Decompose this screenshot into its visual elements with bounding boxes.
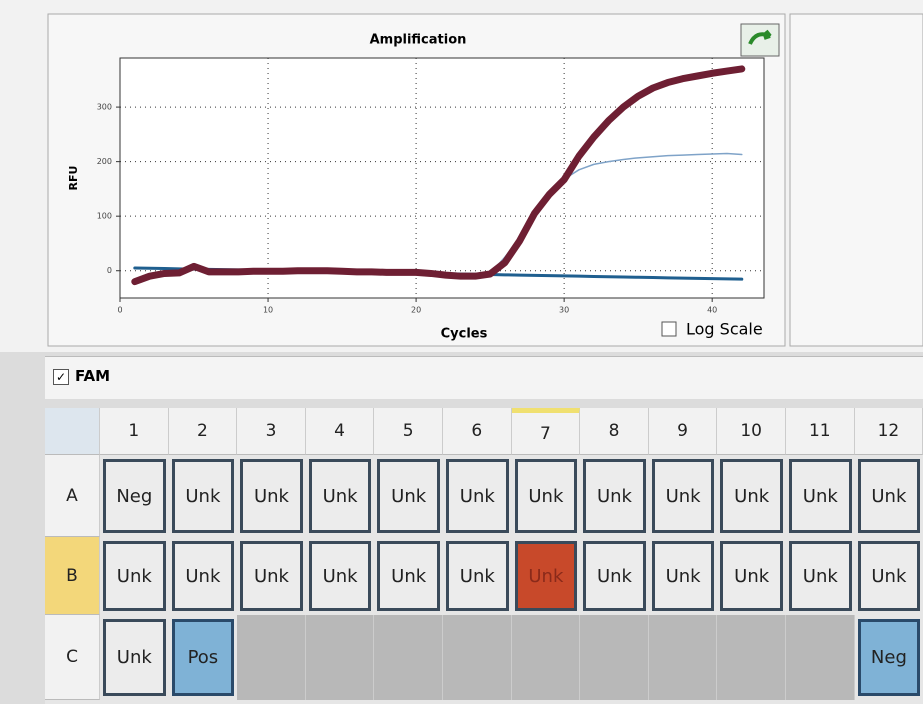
empty-well	[649, 615, 718, 700]
row-header[interactable]: A	[45, 455, 100, 537]
side-panel	[790, 14, 923, 346]
well[interactable]: Unk	[446, 541, 509, 611]
empty-well	[443, 615, 512, 700]
column-header[interactable]: 6	[443, 408, 512, 455]
well[interactable]: Unk	[377, 459, 440, 533]
screen: Amplification Cycles RFU Log Scale 01020…	[0, 0, 923, 704]
well[interactable]: Unk	[858, 459, 921, 533]
column-header[interactable]: 11	[786, 408, 855, 455]
well[interactable]: Unk	[789, 541, 852, 611]
column-header[interactable]: 12	[855, 408, 923, 455]
x-tick-label: 20	[411, 306, 421, 315]
empty-well	[580, 615, 649, 700]
x-tick-label: 10	[263, 306, 273, 315]
fam-checkbox[interactable]: ✓	[53, 369, 69, 385]
x-tick-label: 0	[117, 306, 122, 315]
well[interactable]: Unk	[446, 459, 509, 533]
column-header[interactable]: 3	[237, 408, 306, 455]
y-axis-label: RFU	[67, 166, 80, 191]
well[interactable]: Unk	[515, 541, 578, 611]
well[interactable]: Unk	[172, 459, 235, 533]
column-header[interactable]: 1	[100, 408, 169, 455]
well[interactable]: Unk	[720, 541, 783, 611]
well[interactable]: Neg	[103, 459, 166, 533]
corner[interactable]	[45, 408, 100, 455]
column-header[interactable]: 8	[580, 408, 649, 455]
row-header[interactable]: B	[45, 537, 100, 615]
log-scale-label: Log Scale	[686, 320, 763, 339]
y-tick-label: 0	[107, 266, 112, 275]
column-header[interactable]: 7	[512, 408, 581, 455]
y-tick-label: 200	[97, 157, 112, 166]
export-button[interactable]	[741, 24, 779, 56]
x-tick-label: 40	[707, 306, 717, 315]
column-header[interactable]: 5	[374, 408, 443, 455]
channel-label: FAM	[75, 367, 110, 385]
well[interactable]: Unk	[240, 541, 303, 611]
chart: Amplification Cycles RFU Log Scale 0 10 20…	[0, 0, 923, 352]
column-header[interactable]: 2	[169, 408, 238, 455]
row-header[interactable]: C	[45, 615, 100, 700]
well[interactable]: Unk	[720, 459, 783, 533]
well[interactable]: Unk	[240, 459, 303, 533]
x-tick-label: 30	[559, 306, 569, 315]
empty-well	[306, 615, 375, 700]
well[interactable]: Neg	[858, 619, 921, 696]
empty-well	[717, 615, 786, 700]
well[interactable]: Unk	[583, 541, 646, 611]
empty-well	[374, 615, 443, 700]
empty-well	[512, 615, 581, 700]
chart-panel: Amplification Cycles RFU Log Scale 0 10 20…	[0, 0, 923, 352]
column-header[interactable]: 10	[717, 408, 786, 455]
y-tick-label: 100	[97, 212, 112, 221]
log-scale-checkbox[interactable]	[662, 322, 676, 336]
empty-well	[237, 615, 306, 700]
well[interactable]: Unk	[583, 459, 646, 533]
well[interactable]: Unk	[652, 459, 715, 533]
y-tick-label: 300	[97, 103, 112, 112]
well[interactable]: Unk	[652, 541, 715, 611]
empty-well	[786, 615, 855, 700]
well[interactable]: Unk	[309, 459, 372, 533]
well[interactable]: Unk	[103, 619, 166, 696]
chart-title: Amplification	[370, 33, 467, 48]
well[interactable]: Unk	[515, 459, 578, 533]
well[interactable]: Unk	[377, 541, 440, 611]
well[interactable]: Unk	[309, 541, 372, 611]
x-axis-label: Cycles	[441, 327, 488, 342]
well[interactable]: Unk	[172, 541, 235, 611]
well[interactable]: Unk	[858, 541, 921, 611]
column-header[interactable]: 4	[306, 408, 375, 455]
column-header[interactable]: 9	[649, 408, 718, 455]
channel-bar: ✓ FAM	[45, 356, 923, 399]
well[interactable]: Unk	[103, 541, 166, 611]
well[interactable]: Pos	[172, 619, 235, 696]
plot-area	[120, 58, 764, 298]
well[interactable]: Unk	[789, 459, 852, 533]
